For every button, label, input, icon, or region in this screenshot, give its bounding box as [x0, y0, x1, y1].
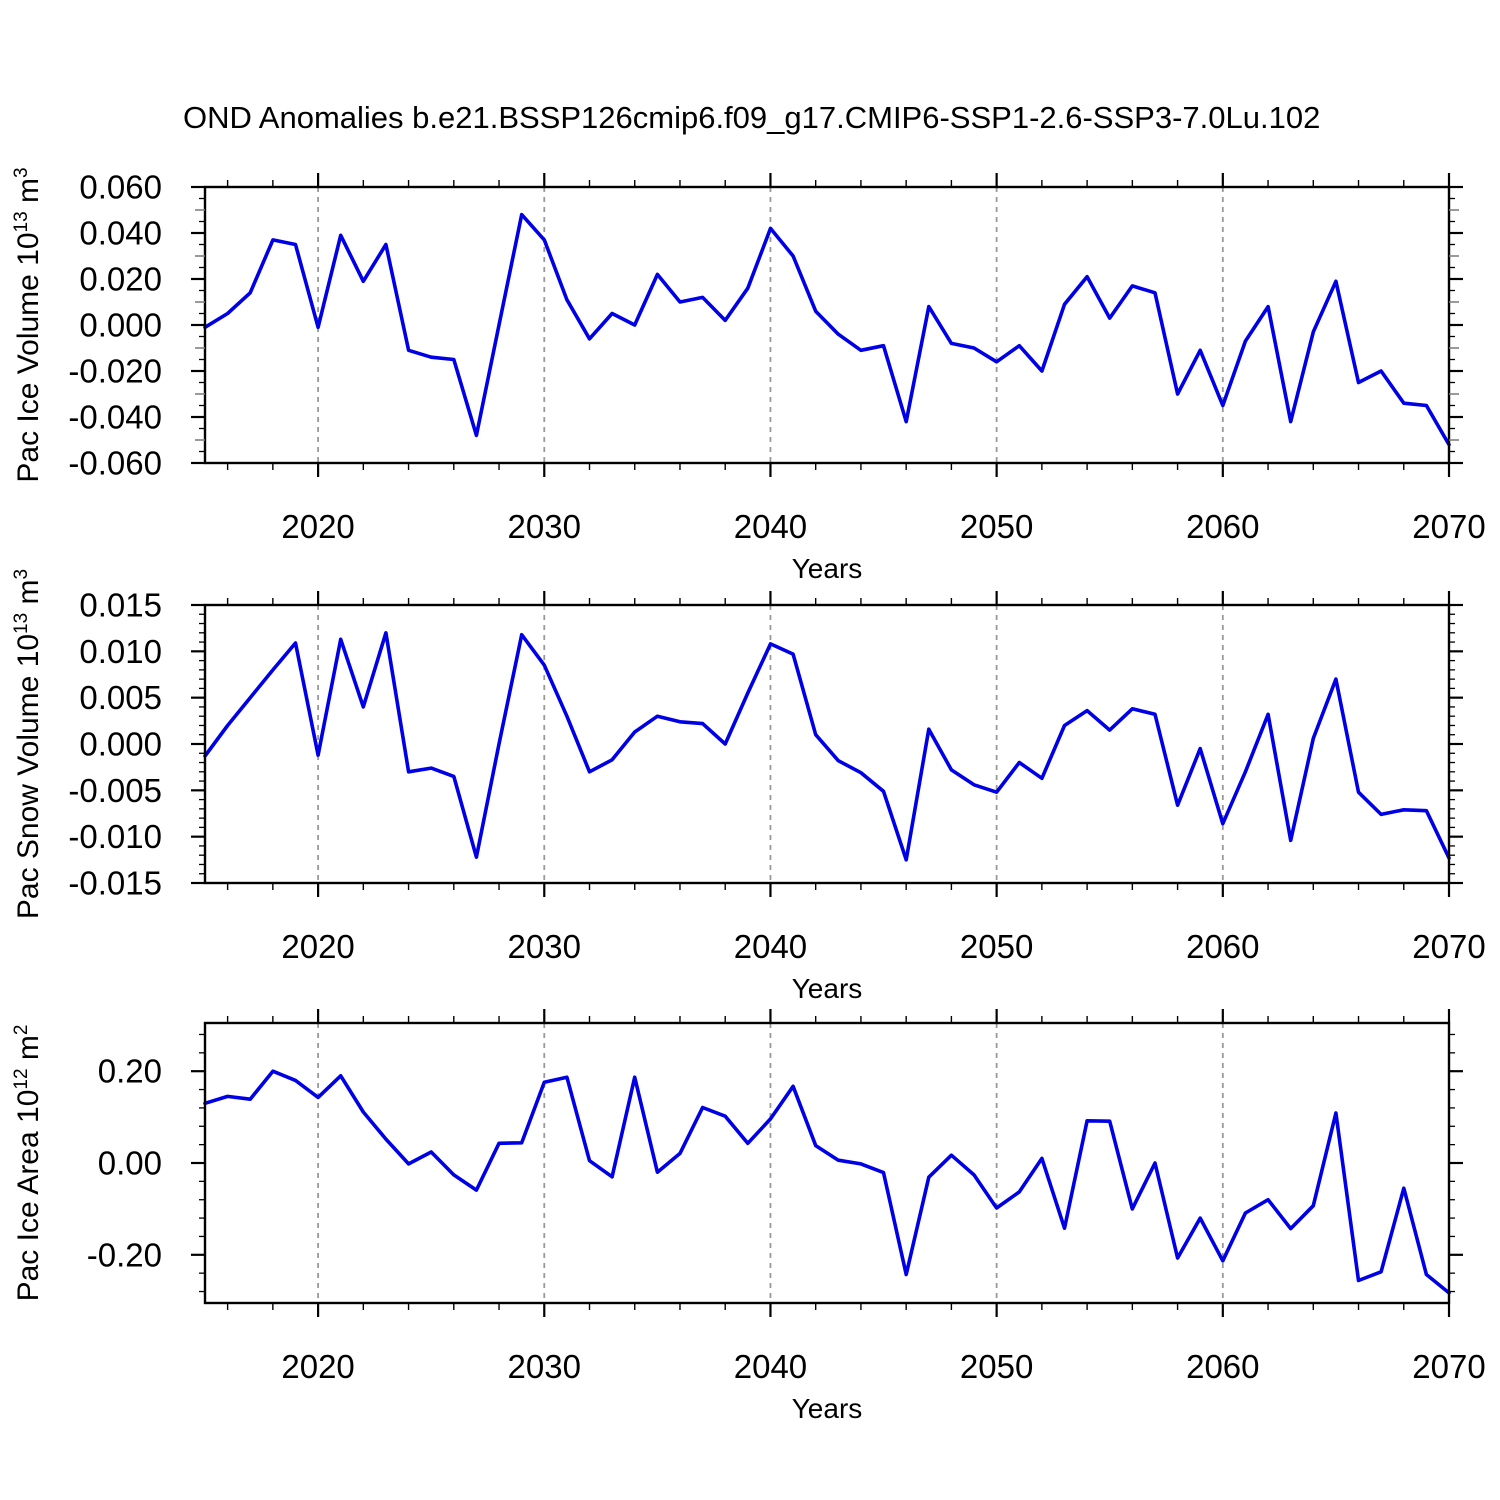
y-tick-label--0.060: -0.060	[68, 445, 162, 482]
x-tick-label-2050: 2050	[960, 928, 1033, 965]
y-tick-label--0.040: -0.040	[68, 399, 162, 436]
x-tick-label-2050: 2050	[960, 1348, 1033, 1385]
x-ticks	[226, 591, 1451, 897]
pac-ice-area-series-line	[203, 1069, 1451, 1295]
x-axis-title: Years	[792, 1393, 863, 1424]
x-tick-label-2070: 2070	[1412, 508, 1485, 545]
y-tick-label--0.020: -0.020	[68, 353, 162, 390]
y-axis-title: Pac Snow Volume 1013 m3	[11, 569, 45, 919]
panel-pac-ice-area: 0.20 0.00 -0.20 2020 2030 2040 2050 2060 2070 Yea…	[11, 1009, 1486, 1424]
panel-pac-ice-volume: 0.060 0.040 0.020 0.000 -0.020 -0.040 -0.060 20…	[11, 167, 1486, 584]
y-tick-label-0.005: 0.005	[79, 679, 162, 716]
y-axis-title: Pac Ice Area 1012 m2	[11, 1025, 45, 1302]
figure-title: OND Anomalies b.e21.BSSP126cmip6.f09_g17…	[183, 100, 1321, 135]
x-tick-label-2060: 2060	[1186, 928, 1259, 965]
y-tick-label--0.005: -0.005	[68, 772, 162, 809]
x-tick-label-2040: 2040	[734, 1348, 807, 1385]
y-tick-label-0.010: 0.010	[79, 633, 162, 670]
x-tick-label-2020: 2020	[281, 508, 354, 545]
y-tick-label-0.040: 0.040	[79, 215, 162, 252]
axes-box	[203, 603, 1451, 885]
x-tick-label-2060: 2060	[1186, 508, 1259, 545]
y-tick-label-0.060: 0.060	[79, 169, 162, 206]
x-tick-label-2020: 2020	[281, 928, 354, 965]
y-ticks	[191, 185, 1463, 465]
x-tick-label-2030: 2030	[508, 928, 581, 965]
x-tick-label-2040: 2040	[734, 508, 807, 545]
y-tick-label-0.000: 0.000	[79, 307, 162, 344]
axes-box	[203, 1021, 1451, 1305]
x-tick-label-2070: 2070	[1412, 1348, 1485, 1385]
decade-gridlines	[317, 187, 1224, 463]
x-tick-label-2050: 2050	[960, 508, 1033, 545]
decade-gridlines	[317, 605, 1224, 883]
y-tick-label--0.015: -0.015	[68, 865, 162, 902]
y-tick-label--0.20: -0.20	[87, 1236, 162, 1273]
y-ticks	[191, 603, 1463, 885]
y-tick-label-0.000: 0.000	[79, 726, 162, 763]
x-tick-label-2030: 2030	[508, 508, 581, 545]
x-axis-title: Years	[792, 973, 863, 1004]
x-tick-label-2040: 2040	[734, 928, 807, 965]
decade-gridlines	[317, 1023, 1224, 1303]
x-tick-label-2060: 2060	[1186, 1348, 1259, 1385]
pac-ice-volume-series-line	[203, 212, 1451, 447]
x-ticks	[226, 1009, 1451, 1317]
x-tick-label-2020: 2020	[281, 1348, 354, 1385]
y-axis-title: Pac Ice Volume 1013 m3	[11, 167, 45, 482]
x-tick-label-2070: 2070	[1412, 928, 1485, 965]
pac-snow-volume-series-line	[203, 630, 1451, 862]
x-axis-title: Years	[792, 553, 863, 584]
y-ticks	[191, 1033, 1463, 1293]
y-tick-label-0.020: 0.020	[79, 261, 162, 298]
y-tick-label-0.015: 0.015	[79, 587, 162, 624]
y-tick-label-0.20: 0.20	[98, 1053, 162, 1090]
y-tick-label--0.010: -0.010	[68, 818, 162, 855]
y-tick-label-0.00: 0.00	[98, 1145, 162, 1182]
x-tick-label-2030: 2030	[508, 1348, 581, 1385]
x-ticks	[226, 173, 1451, 477]
panel-pac-snow-volume: 0.015 0.010 0.005 0.000 -0.005 -0.010 -0.015 20…	[11, 569, 1486, 1004]
